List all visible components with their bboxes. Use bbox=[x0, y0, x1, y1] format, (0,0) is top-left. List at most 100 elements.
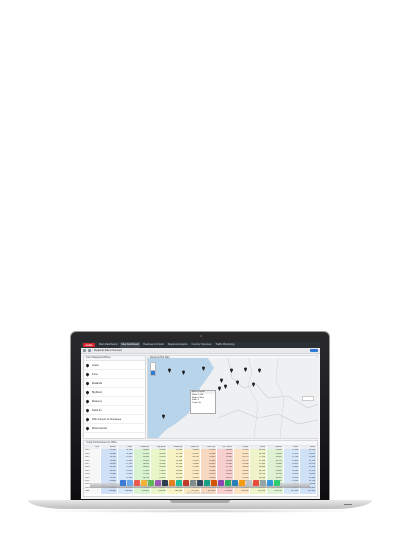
table-cell: 2015 bbox=[84, 456, 102, 460]
map-pin-icon bbox=[85, 398, 90, 404]
table-cell: 13,140 bbox=[117, 466, 135, 470]
home-icon[interactable] bbox=[83, 349, 86, 352]
office-list-item[interactable]: Austin bbox=[84, 361, 145, 370]
table-cell: 13,390 bbox=[299, 476, 317, 481]
dock-app-icon[interactable] bbox=[176, 480, 182, 486]
share-button[interactable] bbox=[310, 349, 318, 352]
dock-app-icon[interactable] bbox=[218, 480, 224, 486]
map-pin-icon bbox=[85, 389, 90, 395]
dock-app-icon[interactable] bbox=[148, 480, 154, 486]
column-header[interactable]: Palm Cyn bbox=[200, 446, 218, 450]
table-cell: 167,800 bbox=[283, 490, 301, 494]
table-cell: 16,740 bbox=[249, 452, 268, 457]
table-cell: 23,580 bbox=[166, 466, 185, 470]
column-header[interactable]: Irvine bbox=[117, 446, 135, 450]
office-list-item[interactable]: Irvine bbox=[84, 370, 145, 379]
column-header[interactable]: Redlands bbox=[133, 446, 151, 450]
dock-icons bbox=[94, 480, 306, 486]
column-header[interactable]: Provo bbox=[283, 446, 301, 450]
table-cell: 21,050 bbox=[166, 449, 185, 453]
office-list-item[interactable]: Mount Carmel bbox=[84, 424, 145, 433]
office-name: Austin bbox=[92, 363, 99, 367]
table-cell: 12,050 bbox=[299, 463, 317, 467]
column-header[interactable]: Austin bbox=[100, 446, 118, 450]
table-cell: 13,900 bbox=[266, 452, 284, 457]
dock-app-icon[interactable] bbox=[232, 480, 238, 486]
dock-app-icon[interactable] bbox=[169, 480, 175, 486]
column-header[interactable]: Monterey bbox=[166, 446, 185, 450]
table-cell: 17,960 bbox=[249, 463, 268, 467]
column-header[interactable]: Mesa bbox=[249, 446, 268, 450]
dock-app-icon[interactable] bbox=[253, 480, 259, 486]
table-cell: 13,900 bbox=[117, 473, 135, 477]
office-list-item[interactable]: Palm Canyon of Tennessee bbox=[84, 415, 145, 424]
table-cell: 17,910 bbox=[233, 449, 251, 453]
camera bbox=[200, 335, 202, 337]
tab-strip: Main Dashboard Map Dashboard Heatmap & Cha… bbox=[98, 342, 236, 348]
dock-app-icon[interactable] bbox=[274, 480, 280, 486]
office-list-item[interactable]: Redlands bbox=[84, 379, 145, 388]
table-cell: 13,060 bbox=[299, 473, 317, 477]
dock-app-icon[interactable] bbox=[183, 480, 189, 486]
office-name: Mount Carmel bbox=[92, 426, 108, 430]
table-cell: 15,860 bbox=[266, 469, 284, 474]
dock-app-icon[interactable] bbox=[162, 480, 168, 486]
table-cell: 16,620 bbox=[266, 476, 284, 481]
table-cell: 23,100 bbox=[166, 463, 185, 467]
map-popup: Mount Carmel Sales: 1,204 Region: West R… bbox=[190, 390, 216, 414]
table-cell: 23,450 bbox=[183, 476, 201, 481]
app-topbar: zoho Main Dashboard Map Dashboard Heatmap … bbox=[81, 342, 320, 348]
dock-app-icon[interactable] bbox=[120, 480, 126, 486]
filter-icon[interactable] bbox=[88, 349, 91, 352]
zoom-out-button[interactable] bbox=[150, 370, 156, 376]
tab-3[interactable]: Regional Analysis bbox=[167, 343, 188, 346]
table-cell: 15,980 bbox=[133, 459, 151, 464]
column-header[interactable]: Boise bbox=[299, 446, 317, 450]
dock-app-icon[interactable] bbox=[239, 480, 245, 486]
table-cell: 19,950 bbox=[150, 459, 168, 464]
table-cell: 13,560 bbox=[100, 459, 118, 464]
table-cell: 11,900 bbox=[283, 449, 301, 453]
tab-1[interactable]: Map Dashboard bbox=[120, 342, 141, 348]
column-header[interactable]: Mt Carmel bbox=[216, 446, 234, 450]
table-cell: 17,760 bbox=[133, 473, 151, 477]
tab-4[interactable]: Country Overview bbox=[191, 343, 212, 346]
column-header[interactable]: Aurora bbox=[266, 446, 284, 450]
dock-app-icon[interactable] bbox=[246, 480, 252, 486]
dock-app-icon[interactable] bbox=[260, 480, 266, 486]
tab-5[interactable]: Traffic Monitoring bbox=[215, 343, 235, 346]
table-row: 2018 14,320 13,140 16,850 20,900 23,580 22,050… bbox=[84, 466, 317, 470]
dock-app-icon[interactable] bbox=[267, 480, 273, 486]
dock-app-icon[interactable] bbox=[204, 480, 210, 486]
table-cell: 22,710 bbox=[216, 466, 234, 470]
regional-map[interactable]: Mount Carmel Sales: 1,204 Region: West R… bbox=[148, 358, 318, 438]
table-cell: 243,200 bbox=[233, 490, 251, 494]
office-list-item[interactable]: Santa Fe bbox=[84, 406, 145, 415]
table-cell: 11,400 bbox=[299, 456, 317, 460]
column-header[interactable]: Tempe bbox=[233, 446, 251, 450]
table-cell: 24,900 bbox=[200, 466, 218, 470]
dock-app-icon[interactable] bbox=[225, 480, 231, 486]
table-cell: 15,860 bbox=[100, 480, 118, 484]
column-header[interactable]: Year bbox=[84, 446, 102, 450]
table-title: Yearly Performance by Office bbox=[84, 441, 317, 446]
column-header[interactable]: Big Bend bbox=[150, 446, 168, 450]
dock-app-icon[interactable] bbox=[127, 480, 133, 486]
table-cell: 178,400 bbox=[100, 490, 118, 494]
table-cell: 24,410 bbox=[200, 463, 218, 467]
dock-app-icon[interactable] bbox=[141, 480, 147, 486]
office-list-item[interactable]: Big Bend bbox=[84, 388, 145, 397]
office-name: Monterey bbox=[92, 399, 102, 403]
dock-app-icon[interactable] bbox=[211, 480, 217, 486]
laptop-led bbox=[344, 504, 352, 505]
app-logo[interactable]: zoho bbox=[83, 343, 95, 347]
dock-app-icon[interactable] bbox=[190, 480, 196, 486]
dock-app-icon[interactable] bbox=[155, 480, 161, 486]
dock-app-icon[interactable] bbox=[197, 480, 203, 486]
dock-app-icon[interactable] bbox=[134, 480, 140, 486]
tab-2[interactable]: Heatmap & Charts bbox=[143, 343, 164, 346]
office-list-item[interactable]: Monterey bbox=[84, 397, 145, 406]
table-cell: 2018 bbox=[84, 466, 102, 470]
column-header[interactable]: Santa Fe bbox=[183, 446, 201, 450]
tab-0[interactable]: Main Dashboard bbox=[99, 343, 118, 346]
